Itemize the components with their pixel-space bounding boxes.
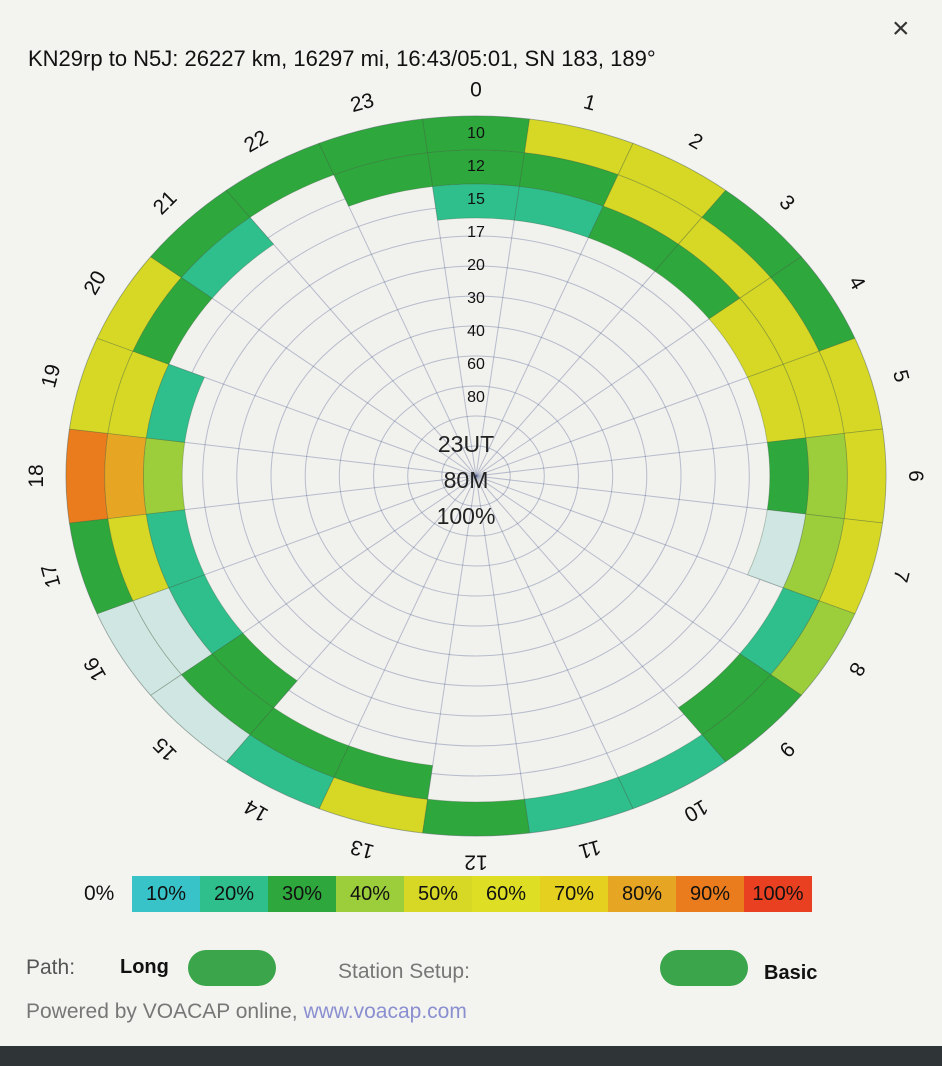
ring-label: 17 [467,224,485,241]
reliability-cell [65,428,109,524]
grid-ring [407,415,545,537]
ring-label: 10 [467,125,485,142]
hour-label: 3 [775,191,800,216]
hour-label: 11 [576,835,603,863]
hour-label: 7 [888,567,913,584]
ring-label: 12 [467,158,485,175]
hour-label: 13 [348,835,377,863]
ring-label: 40 [467,323,485,340]
reliability-cell [333,152,434,207]
grid-ring [304,325,648,627]
path-summary-title: KN29rp to N5J: 26227 km, 16297 mi, 16:43… [28,46,656,71]
grid-ring [236,265,716,687]
ring-label: 60 [467,356,485,373]
hour-label: 10 [680,795,712,827]
powered-by-text: Powered by VOACAP online, www.voacap.com [26,1000,467,1024]
legend-cell: 10% [132,876,200,912]
hour-label: 22 [240,126,272,158]
hour-label: 19 [37,362,65,391]
path-label: Path: [26,956,76,979]
ring-label: 30 [467,290,485,307]
legend-cell: 80% [608,876,676,912]
hour-label: 14 [240,794,272,826]
legend-cell: 40% [336,876,404,912]
center-percent: 100% [437,503,496,529]
grid-ring [270,295,682,657]
legend-cell: 20% [200,876,268,912]
reliability-cell [805,432,848,520]
reliability-cell [422,798,530,837]
hour-label: 8 [844,658,870,680]
station-setup-label: Station Setup: [338,960,470,983]
hour-label: 23 [348,89,377,117]
hour-label: 17 [37,562,65,591]
legend-cell: 30% [268,876,336,912]
close-icon[interactable]: × [892,12,910,45]
hour-label: 6 [904,470,927,482]
hour-label: 12 [464,851,487,874]
grid-ring [373,385,579,567]
hour-label: 9 [775,737,800,762]
reliability-cell [143,437,186,515]
reliability-cell [249,707,350,778]
powered-by-prefix: Powered by VOACAP online, [26,1000,304,1023]
reliability-cell [746,509,807,589]
path-toggle[interactable] [188,950,276,986]
reliability-cell [843,428,887,524]
legend-zero-label: 0% [84,882,115,905]
grid-ring [441,445,511,507]
reliability-cell [766,437,809,515]
hour-label: 4 [844,272,870,294]
hour-label: 15 [149,733,182,766]
hour-label: 21 [149,187,182,220]
grid-spoke [422,475,477,833]
reliability-cell [677,653,772,736]
grid-spoke [475,475,634,809]
center-band: 80M [444,467,489,493]
grid-spoke [475,475,530,833]
ring-label: 15 [467,191,485,208]
reliability-cell [104,432,147,520]
wheel-background [66,116,886,836]
station-setup-value: Basic [764,962,818,984]
grid-ring [202,235,750,717]
reliability-wheel: 0123456789101112131415161718192021222310… [25,78,927,874]
color-legend: 0% 10% 20% 30% 40% 50% 60% 70% 80% 90% 100% [84,876,812,912]
hour-label: 20 [79,267,111,299]
center-time: 23UT [438,431,494,457]
grid-ring [338,355,614,597]
ring-labels: 10 12 15 17 20 30 40 60 80 [467,125,485,406]
legend-cell: 70% [540,876,608,912]
hour-label: 2 [685,129,707,155]
ring-label: 80 [467,389,485,406]
reliability-cell [180,216,275,299]
reliability-sectors [65,115,887,837]
hour-label: 1 [581,90,598,115]
hour-label: 0 [470,78,482,101]
legend-cell: 100% [744,876,812,912]
hour-label: 18 [25,464,48,487]
legend-cell: 60% [472,876,540,912]
voacap-link[interactable]: www.voacap.com [303,1000,467,1023]
path-value: Long [120,956,169,978]
hour-label: 16 [79,653,111,685]
legend-cell: 50% [404,876,472,912]
hour-label: 5 [888,367,913,384]
reliability-cell [145,363,206,443]
legend-cell: 90% [676,876,744,912]
ring-label: 20 [467,257,485,274]
station-setup-toggle[interactable] [660,950,748,986]
